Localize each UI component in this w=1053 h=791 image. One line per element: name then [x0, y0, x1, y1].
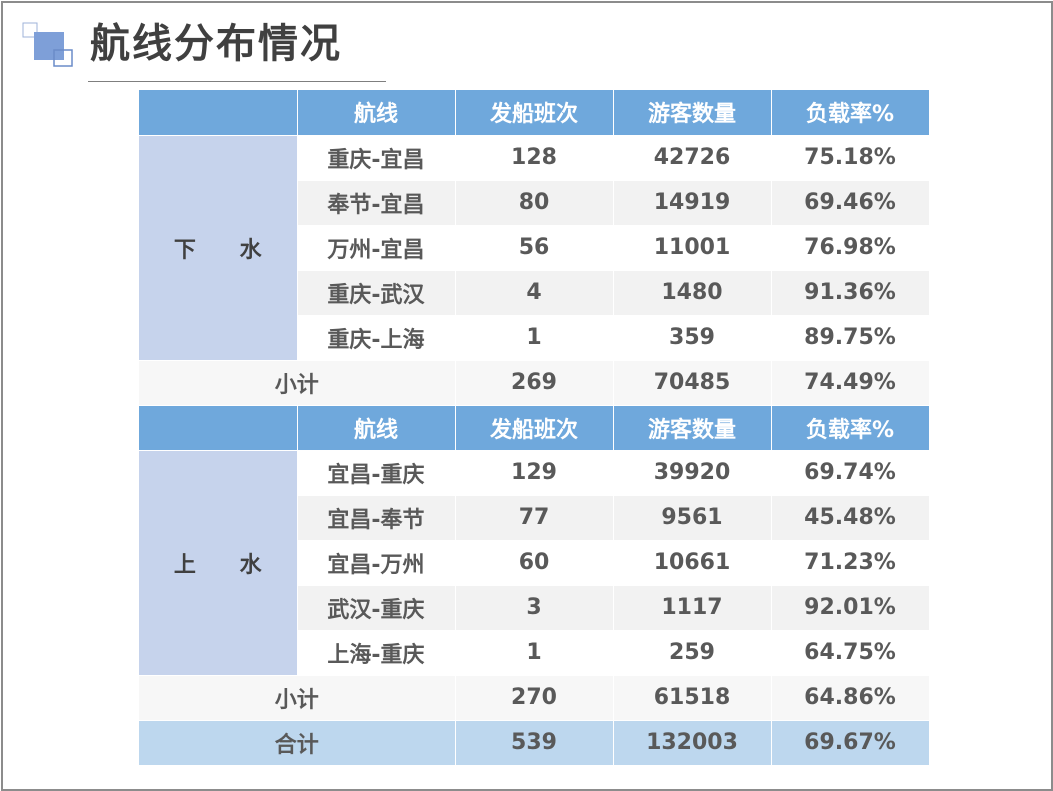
passengers-cell: 14919 — [613, 180, 772, 226]
load-rate-cell: 76.98% — [771, 225, 930, 271]
table-row: 宜昌-奉节 77 9561 45.48% — [139, 495, 930, 541]
route-cell: 奉节-宜昌 — [297, 180, 456, 226]
load-rate-cell: 89.75% — [771, 315, 930, 361]
load-rate-cell: 45.48% — [771, 495, 930, 541]
subtotal-row-upstream: 小计 270 61518 64.86% — [139, 675, 930, 721]
route-cell: 宜昌-重庆 — [297, 450, 456, 496]
passengers-cell: 259 — [613, 630, 772, 676]
sailings-cell: 128 — [455, 135, 614, 181]
route-cell: 上海-重庆 — [297, 630, 456, 676]
route-cell: 重庆-上海 — [297, 315, 456, 361]
table-row: 宜昌-万州 60 10661 71.23% — [139, 540, 930, 586]
subtotal-row-downstream: 小计 269 70485 74.49% — [139, 360, 930, 406]
table-row: 奉节-宜昌 80 14919 69.46% — [139, 180, 930, 226]
route-distribution-table: 航线 发船班次 游客数量 负载率% 下 水 重庆-宜昌 128 42726 75… — [139, 90, 930, 766]
sailings-cell: 1 — [455, 630, 614, 676]
route-cell: 宜昌-奉节 — [297, 495, 456, 541]
load-rate-cell: 64.75% — [771, 630, 930, 676]
sailings-cell: 80 — [455, 180, 614, 226]
header-blank-cell — [139, 90, 298, 136]
table-row: 上海-重庆 1 259 64.75% — [139, 630, 930, 676]
table-header-row: 航线 发船班次 游客数量 负载率% — [139, 405, 930, 451]
route-cell: 重庆-宜昌 — [297, 135, 456, 181]
passengers-cell: 11001 — [613, 225, 772, 271]
header-blank-cell — [139, 405, 298, 451]
passengers-cell: 39920 — [613, 450, 772, 496]
subtotal-sailings: 270 — [455, 675, 614, 721]
load-rate-cell: 92.01% — [771, 585, 930, 631]
sailings-cell: 129 — [455, 450, 614, 496]
subtotal-load-rate: 64.86% — [771, 675, 930, 721]
table-row: 重庆-武汉 4 1480 91.36% — [139, 270, 930, 316]
total-passengers: 132003 — [613, 720, 772, 766]
total-sailings: 539 — [455, 720, 614, 766]
table-row: 武汉-重庆 3 1117 92.01% — [139, 585, 930, 631]
subtotal-load-rate: 74.49% — [771, 360, 930, 406]
header-passengers: 游客数量 — [613, 90, 772, 136]
route-cell: 宜昌-万州 — [297, 540, 456, 586]
passengers-cell: 359 — [613, 315, 772, 361]
route-cell: 重庆-武汉 — [297, 270, 456, 316]
title-decoration-icon — [22, 22, 73, 67]
header-route: 航线 — [297, 405, 456, 451]
sailings-cell: 56 — [455, 225, 614, 271]
total-label: 合计 — [139, 720, 456, 766]
passengers-cell: 1480 — [613, 270, 772, 316]
table-row: 重庆-上海 1 359 89.75% — [139, 315, 930, 361]
subtotal-passengers: 61518 — [613, 675, 772, 721]
route-cell: 武汉-重庆 — [297, 585, 456, 631]
passengers-cell: 42726 — [613, 135, 772, 181]
load-rate-cell: 69.46% — [771, 180, 930, 226]
load-rate-cell: 75.18% — [771, 135, 930, 181]
route-cell: 万州-宜昌 — [297, 225, 456, 271]
sailings-cell: 1 — [455, 315, 614, 361]
total-load-rate: 69.67% — [771, 720, 930, 766]
load-rate-cell: 71.23% — [771, 540, 930, 586]
subtotal-passengers: 70485 — [613, 360, 772, 406]
title-underline — [88, 81, 386, 82]
table-header-row: 航线 发船班次 游客数量 负载率% — [139, 90, 930, 136]
sailings-cell: 77 — [455, 495, 614, 541]
subtotal-label: 小计 — [139, 360, 456, 406]
header-sailings: 发船班次 — [455, 405, 614, 451]
subtotal-sailings: 269 — [455, 360, 614, 406]
table-row: 万州-宜昌 56 11001 76.98% — [139, 225, 930, 271]
direction-upstream: 上 水 — [139, 450, 298, 676]
passengers-cell: 10661 — [613, 540, 772, 586]
table-row: 上 水 宜昌-重庆 129 39920 69.74% — [139, 450, 930, 676]
load-rate-cell: 91.36% — [771, 270, 930, 316]
subtotal-label: 小计 — [139, 675, 456, 721]
header-passengers: 游客数量 — [613, 405, 772, 451]
load-rate-cell: 69.74% — [771, 450, 930, 496]
sailings-cell: 60 — [455, 540, 614, 586]
direction-downstream: 下 水 — [139, 135, 298, 361]
header-sailings: 发船班次 — [455, 90, 614, 136]
table-row: 下 水 重庆-宜昌 128 42726 75.18% — [139, 135, 930, 361]
passengers-cell: 1117 — [613, 585, 772, 631]
sailings-cell: 3 — [455, 585, 614, 631]
sailings-cell: 4 — [455, 270, 614, 316]
header-load-rate: 负载率% — [771, 90, 930, 136]
passengers-cell: 9561 — [613, 495, 772, 541]
grand-total-row: 合计 539 132003 69.67% — [139, 720, 930, 766]
header-load-rate: 负载率% — [771, 405, 930, 451]
header-route: 航线 — [297, 90, 456, 136]
page-title: 航线分布情况 — [90, 21, 342, 67]
